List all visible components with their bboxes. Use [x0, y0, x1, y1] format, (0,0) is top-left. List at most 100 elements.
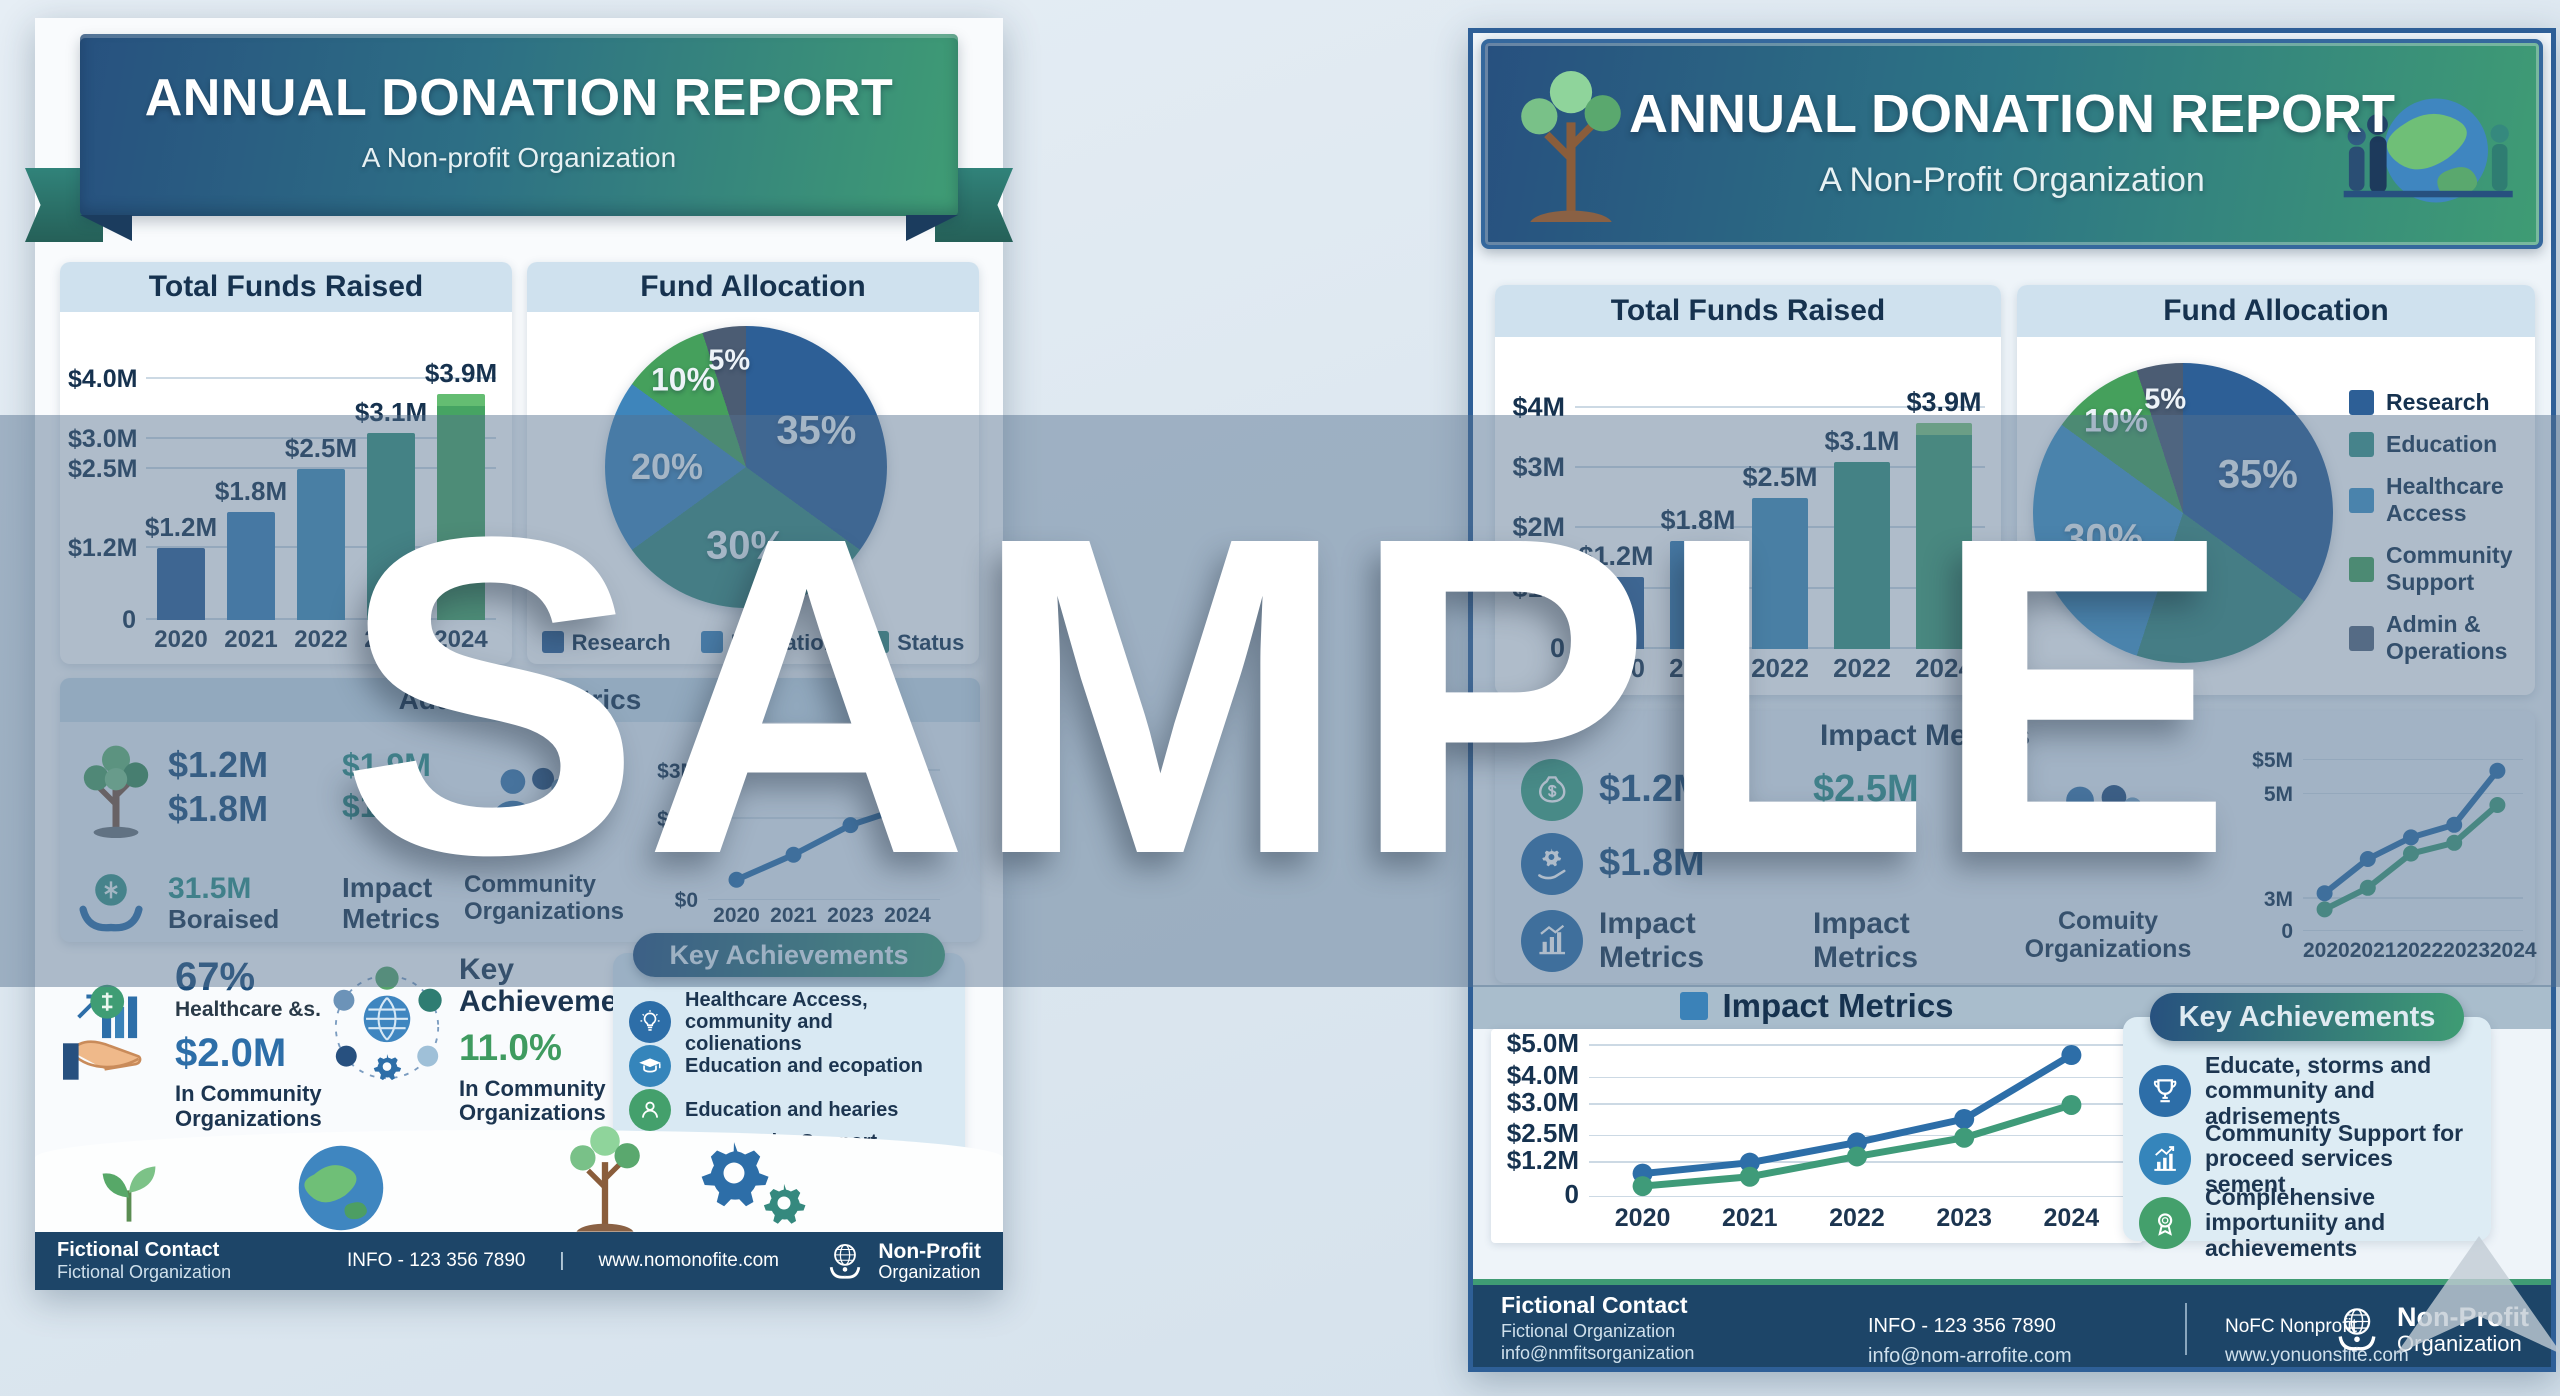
x-axis-tick: 2022 — [1751, 653, 1809, 683]
x-axis-tick: 2022 — [1829, 1204, 1885, 1232]
x-axis-tick: 2021 — [1721, 1204, 1778, 1232]
healthcare-stat-text: 67% Healthcare &s. $2.0M In Community Or… — [175, 956, 345, 1131]
legend-swatch — [2349, 556, 2374, 582]
additional-metrics-title: Additional Metrics — [398, 684, 642, 715]
fund-allocation-title: Fund Allocation — [2163, 294, 2389, 327]
pie-slice-label: 5% — [2144, 383, 2187, 416]
card-title: Fund Allocation — [2017, 285, 2535, 337]
line-chart-svg — [1632, 1045, 2082, 1197]
achievement-text: Education and hearies — [685, 1099, 899, 1121]
legend-swatch — [700, 631, 723, 653]
pie-disc: 35% 30% 10% 5% — [2033, 363, 2333, 663]
poster-footer: Fictional Contact Fictional Organization… — [35, 1232, 1003, 1290]
people-icon — [490, 767, 574, 823]
report-banner: ANNUAL DONATION REPORT A Non-Profit Orga… — [1481, 39, 2543, 249]
tree-icon — [83, 745, 149, 838]
legend-item: Research — [541, 630, 671, 656]
stat-caption: In Community Organizations — [459, 1075, 606, 1126]
bar: $1.8M — [1660, 387, 1736, 649]
y-axis-tick: $2.5M — [1506, 1118, 1579, 1149]
bar-value-label: $3.1M — [354, 397, 428, 428]
y-axis-tick: $3.0M — [1506, 1086, 1579, 1117]
bar-rect — [227, 511, 275, 620]
legend-item: Community Support — [2349, 542, 2535, 596]
gridline — [146, 376, 496, 379]
achievement-text: Healthcare Access, community and coliena… — [685, 989, 868, 1055]
x-axis-tick: 2022 — [1833, 653, 1891, 683]
stat-value: $2.5M — [1813, 768, 1919, 810]
banner-fold-left — [80, 215, 132, 241]
achievement-item: Education and hearies — [629, 1089, 951, 1131]
footer-contact-block: Fictional Contact Fictional Organization — [57, 1238, 307, 1284]
gridline — [146, 437, 496, 440]
x-axis-tick: 2024 — [1915, 653, 1973, 683]
key-achievements-stat-text: Key Achievements 11.0% In Community Orga… — [459, 953, 662, 1126]
footer-divider: | — [559, 1250, 565, 1271]
legend-label: Education — [730, 630, 838, 655]
y-axis-tick: $3M — [657, 759, 698, 783]
tree-icon — [570, 1126, 640, 1232]
stat-caption: Boraised — [168, 904, 280, 934]
contact-name: Fictional Contact — [57, 1239, 220, 1262]
legend-swatch — [2349, 487, 2374, 513]
impact-line-chart: $5.0M $4.0M $3.0M $2.5M $1.2M 0 2020 2021 2022 20… — [1497, 1028, 2133, 1239]
raised-stat: 31.5M Boraised — [168, 872, 279, 934]
chart-title-row: Impact Metrics — [1487, 987, 2147, 1025]
legend-swatch — [2349, 432, 2374, 457]
total-funds-card: Total Funds Raised $4.0M $3.0M $2.5M $1.2M 0… — [60, 262, 512, 664]
nonprofit-logo-icon — [2338, 1308, 2376, 1351]
fund-allocation-body: 35% 30% 20% 10% 5% Research Education Status — [527, 312, 979, 664]
person-icon — [629, 1089, 671, 1131]
achievement-text: Community Support for proceed services s… — [2205, 1120, 2464, 1197]
x-axis-tick: 2022 — [294, 626, 348, 653]
x-axis-tick: 2021 — [770, 904, 817, 927]
bar: $3.9M — [425, 358, 497, 620]
bar-rect — [1588, 576, 1644, 649]
y-axis-tick: $2.5M — [68, 455, 138, 484]
legend-swatch — [867, 631, 890, 653]
legend-swatch — [1680, 992, 1709, 1020]
y-axis-tick: $0 — [674, 889, 698, 912]
card-title: Additional Metrics — [60, 678, 980, 722]
y-axis-tick: 5M — [2263, 783, 2293, 807]
achievement-item: Educate, storms and community and adrise… — [2139, 1052, 2477, 1129]
impact-mini-line-chart: $5M 5M 3M 0 2020 2021 2022 2023 2024 — [2243, 741, 2536, 965]
legend-swatch — [541, 631, 564, 653]
legend-label: Research — [571, 630, 671, 655]
legend-label: Research — [2386, 389, 2490, 415]
bar-value-label: $2.5M — [1742, 462, 1818, 493]
y-axis-tick: 0 — [1564, 1179, 1579, 1209]
fund-allocation-card: Fund Allocation 35% 30% 20% 10% 5% Research … — [527, 262, 979, 664]
bar-value-label: $1.2M — [1578, 540, 1654, 571]
x-axis-tick: 2020 — [154, 626, 208, 653]
healthcare-stat-block: 67% Healthcare &s. $2.0M In Community Or… — [63, 948, 328, 1190]
line-chart-svg — [2316, 762, 2506, 918]
money-bag-icon — [1521, 759, 1583, 821]
y-axis-tick: $1.2M — [68, 533, 138, 562]
pie-legend: Research Education Status — [527, 630, 979, 656]
stat-value: $1.8M — [168, 787, 269, 829]
brand-sub: Organization — [878, 1261, 981, 1282]
key-achievements-box: Key Achievements Educate, storms and com… — [2123, 993, 2491, 1260]
fund-allocation-pie: 35% 30% 10% 5% — [2033, 363, 2333, 663]
y-axis-tick: $3M — [1512, 452, 1565, 483]
bar-value-label: $3.9M — [424, 358, 498, 388]
y-axis-tick: 3M — [2263, 887, 2293, 911]
nonprofit-logo-icon — [830, 1243, 861, 1279]
people-icon — [2055, 785, 2148, 847]
banner-fold-right — [906, 215, 958, 241]
poster-left: ANNUAL DONATION REPORT A Non-profit Orga… — [25, 18, 1013, 1290]
footer-phone: INFO - 123 356 7890 — [347, 1250, 526, 1271]
line-chart-svg — [728, 798, 916, 888]
bar: $3.1M — [355, 358, 427, 620]
lightbulb-icon — [629, 1001, 671, 1043]
impact-stat-row: $1.8M — [1521, 833, 1705, 895]
stat-value: 31.5M — [168, 872, 252, 905]
bar: $1.2M — [145, 358, 217, 620]
x-axis-tick: 2024 — [884, 904, 931, 927]
y-axis-tick: 0 — [2281, 920, 2293, 943]
legend-swatch — [2349, 390, 2374, 415]
total-funds-bar-chart: $4M $3M $2M $1M 0 $1.2M $1.8M $2.5M $3.1M $3.9M 20… — [1503, 341, 1991, 689]
legend-label: Education — [2386, 431, 2498, 457]
achievement-item: Complehensive importuniity and achieveme… — [2139, 1184, 2477, 1261]
